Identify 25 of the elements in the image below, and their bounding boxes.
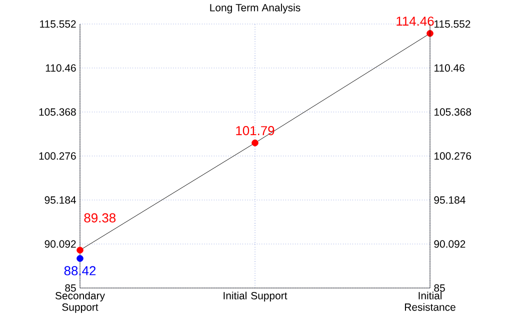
y-tick-label: 100.276 (39, 152, 76, 160)
y2-tick-label: 105.368 (434, 108, 472, 116)
x-tick-label: Initial Resistance (404, 292, 456, 311)
y2-tick-label: 110.46 (434, 64, 464, 72)
y-tick-label: 105.368 (39, 108, 76, 116)
x-tick-label: Initial Support (224, 292, 288, 302)
y-tick-label: 115.552 (40, 20, 76, 28)
point (76, 255, 84, 262)
y2-tick-label: 90.092 (434, 240, 466, 248)
y2-tick-label: 115.552 (434, 20, 470, 28)
data-label: 88.42 (64, 266, 96, 276)
y-tick-label: 110.46 (46, 64, 76, 72)
y2-tick-label: 85 (434, 284, 445, 292)
y2-tick-label: 95.184 (434, 196, 466, 204)
data-label: 114.46 (396, 16, 434, 26)
point (76, 246, 84, 254)
y-tick-label: 85 (65, 284, 76, 292)
x-tick-label: Secondary Support (55, 292, 105, 313)
point (252, 140, 258, 146)
y2-tick-label: 100.276 (434, 152, 472, 160)
y-tick-label: 95.184 (44, 196, 76, 204)
data-label: 89.38 (84, 213, 116, 222)
data-label: 101.79 (236, 126, 274, 136)
y-tick-label: 90.092 (44, 240, 76, 248)
chart-title: Long Term Analysis (210, 4, 300, 14)
